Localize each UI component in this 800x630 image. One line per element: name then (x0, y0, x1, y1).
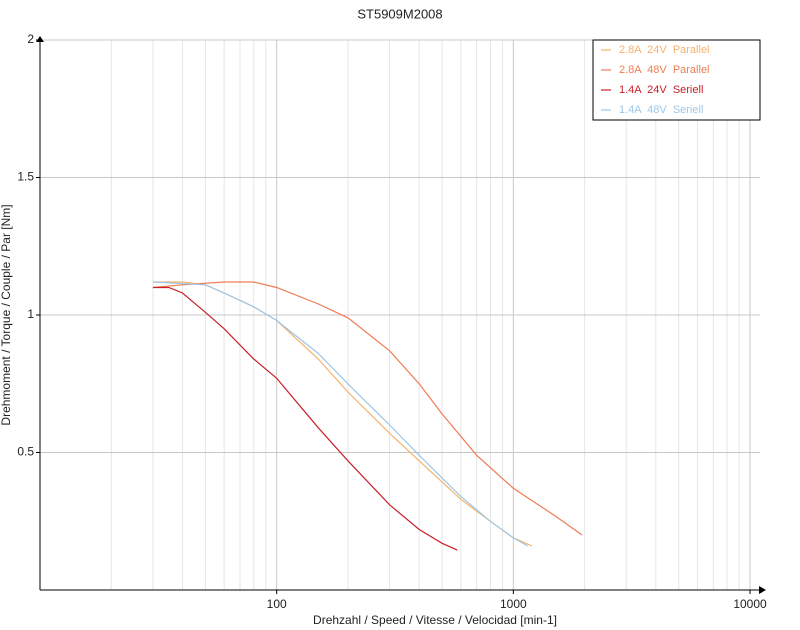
y-tick-label: 1.5 (17, 170, 34, 184)
x-axis-arrow (759, 586, 766, 594)
x-tick-label: 100 (267, 597, 287, 611)
legend-label: 1.4A 24V Seriell (619, 84, 703, 96)
x-axis-label: Drehzahl / Speed / Vitesse / Velocidad [… (313, 613, 557, 627)
chart-title: ST5909M2008 (357, 6, 442, 21)
legend-label: 2.8A 24V Parallel (619, 44, 710, 56)
grid (40, 39, 760, 590)
y-tick-label: 0.5 (17, 445, 34, 459)
series-line (152, 286, 458, 551)
y-axis-label: Drehmoment / Torque / Couple / Par [Nm] (0, 204, 13, 425)
y-axis-arrow (36, 36, 44, 42)
series-line (152, 281, 533, 547)
legend-label: 1.4A 48V Seriell (619, 104, 703, 116)
legend-box (592, 39, 761, 121)
legend: 2.8A 24V Parallel 2.8A 48V Parallel 1.4A 2… (592, 39, 761, 121)
legend-label: 2.8A 48V Parallel (619, 64, 710, 76)
series-line (152, 281, 583, 536)
x-tick-label: 10000 (733, 597, 767, 611)
x-tick-label: 1000 (500, 597, 527, 611)
y-tick-label: 1 (27, 307, 34, 321)
series-line (152, 281, 528, 547)
y-tick-label: 2 (27, 32, 34, 46)
